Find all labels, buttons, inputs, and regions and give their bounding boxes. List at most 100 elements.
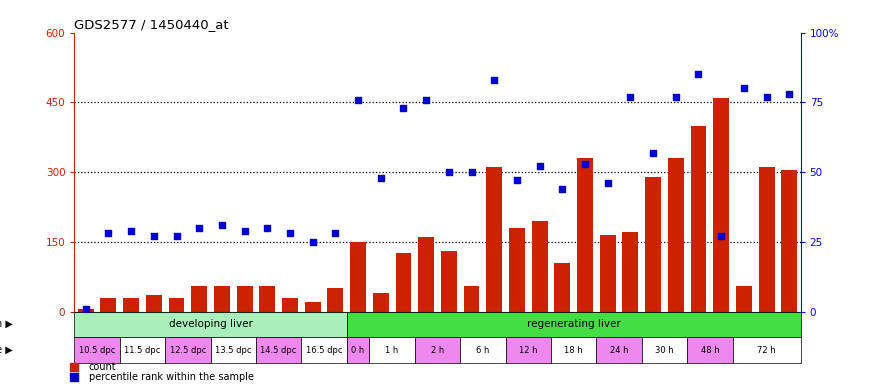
Bar <box>641 337 687 363</box>
Bar <box>214 286 230 311</box>
Point <box>782 91 796 97</box>
Text: 13.5 dpc: 13.5 dpc <box>215 346 251 355</box>
Point <box>760 94 774 100</box>
Point <box>601 180 615 186</box>
Bar <box>236 286 253 311</box>
Bar <box>304 302 320 311</box>
Bar <box>759 167 774 311</box>
Point <box>556 186 570 192</box>
Point <box>691 71 705 78</box>
Bar <box>555 263 570 311</box>
Text: regenerating liver: regenerating liver <box>527 319 620 329</box>
Bar <box>78 309 94 311</box>
Bar <box>396 253 411 311</box>
Bar <box>346 311 801 337</box>
Text: 10.5 dpc: 10.5 dpc <box>79 346 116 355</box>
Bar <box>441 251 457 311</box>
Bar <box>282 298 298 311</box>
Text: 18 h: 18 h <box>564 346 583 355</box>
Point <box>147 233 161 239</box>
Text: 72 h: 72 h <box>757 346 776 355</box>
Text: 30 h: 30 h <box>655 346 674 355</box>
Bar <box>301 337 347 363</box>
Point <box>668 94 682 100</box>
Text: time ▶: time ▶ <box>0 345 12 355</box>
Point <box>215 222 229 228</box>
Point <box>419 96 433 103</box>
Point <box>578 161 592 167</box>
Text: 11.5 dpc: 11.5 dpc <box>124 346 161 355</box>
Bar <box>350 242 366 311</box>
Text: 48 h: 48 h <box>701 346 719 355</box>
Point <box>124 228 138 234</box>
Bar <box>551 337 597 363</box>
Bar <box>460 337 506 363</box>
Text: count: count <box>89 362 116 372</box>
Point <box>533 164 547 170</box>
Point <box>238 228 252 234</box>
Bar <box>578 158 593 311</box>
Point <box>374 175 388 181</box>
Bar <box>645 177 661 311</box>
Bar <box>597 337 641 363</box>
Bar <box>509 228 525 311</box>
Text: 14.5 dpc: 14.5 dpc <box>261 346 297 355</box>
Bar <box>192 286 207 311</box>
Text: 0 h: 0 h <box>352 346 365 355</box>
Text: 6 h: 6 h <box>476 346 490 355</box>
Bar <box>369 337 415 363</box>
Point <box>260 225 274 231</box>
Point <box>510 177 524 184</box>
Bar <box>713 98 729 311</box>
Bar <box>668 158 683 311</box>
Text: 16.5 dpc: 16.5 dpc <box>305 346 342 355</box>
Text: 24 h: 24 h <box>610 346 628 355</box>
Bar <box>506 337 551 363</box>
Point <box>396 105 410 111</box>
Point <box>442 169 456 175</box>
Bar <box>327 288 343 311</box>
Bar <box>373 293 388 311</box>
Bar <box>736 286 752 311</box>
Bar <box>464 286 480 311</box>
Point <box>102 230 116 237</box>
Text: specimen ▶: specimen ▶ <box>0 319 12 329</box>
Point <box>192 225 206 231</box>
Bar <box>418 237 434 311</box>
Point <box>351 96 365 103</box>
Bar <box>146 295 162 311</box>
Bar <box>74 311 346 337</box>
Bar <box>169 298 185 311</box>
Bar <box>101 298 116 311</box>
Text: GDS2577 / 1450440_at: GDS2577 / 1450440_at <box>74 18 229 31</box>
Bar <box>622 232 639 311</box>
Point <box>646 149 660 156</box>
Bar <box>599 235 616 311</box>
Text: developing liver: developing liver <box>169 319 253 329</box>
Bar <box>123 298 139 311</box>
Bar <box>120 337 165 363</box>
Bar <box>690 126 706 311</box>
Point <box>79 306 93 312</box>
Point <box>737 85 751 91</box>
Text: 12.5 dpc: 12.5 dpc <box>170 346 206 355</box>
Text: 2 h: 2 h <box>430 346 444 355</box>
Bar <box>259 286 276 311</box>
Bar <box>532 221 548 311</box>
Bar <box>732 337 801 363</box>
Bar <box>165 337 211 363</box>
Point <box>283 230 297 237</box>
Bar <box>687 337 732 363</box>
Bar <box>74 337 120 363</box>
Point <box>305 239 319 245</box>
Point <box>623 94 637 100</box>
Text: 1 h: 1 h <box>386 346 399 355</box>
Bar <box>346 337 369 363</box>
Bar <box>487 167 502 311</box>
Point <box>170 233 184 239</box>
Bar <box>211 337 256 363</box>
Point <box>714 233 728 239</box>
Bar <box>415 337 460 363</box>
Text: percentile rank within the sample: percentile rank within the sample <box>89 372 254 382</box>
Bar <box>781 170 797 311</box>
